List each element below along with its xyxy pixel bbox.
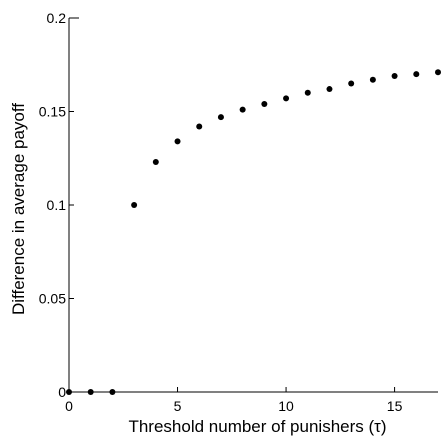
data-point	[152, 158, 159, 165]
data-point	[283, 95, 290, 102]
x-tick-label-5: 5	[174, 398, 182, 414]
x-tick-label-0: 0	[65, 398, 73, 414]
y-tick-label-0.2: 0.2	[47, 10, 67, 26]
data-points	[66, 69, 441, 395]
data-point	[413, 71, 420, 78]
x-tick-label-10: 10	[278, 398, 294, 414]
y-ticks: 0 0.05 0.1 0.15 0.2	[39, 10, 74, 400]
data-point	[109, 389, 116, 395]
x-ticks: 0 5 10 15	[65, 387, 403, 414]
y-tick-label-0.05: 0.05	[39, 291, 66, 307]
data-point	[348, 80, 355, 87]
data-point	[196, 123, 203, 130]
y-tick-label-0: 0	[58, 384, 66, 400]
data-point	[369, 76, 376, 83]
y-axis-label: Difference in average payoff	[9, 103, 28, 315]
data-point	[87, 389, 94, 395]
data-point	[304, 89, 311, 96]
data-point	[131, 202, 138, 208]
data-point	[239, 106, 246, 113]
data-point	[217, 114, 224, 121]
data-point	[66, 389, 72, 395]
y-tick-label-0.1: 0.1	[47, 197, 67, 213]
data-point	[174, 138, 181, 145]
x-axis-label: Threshold number of punishers (τ)	[128, 417, 386, 436]
data-point	[435, 69, 441, 76]
data-point	[391, 72, 398, 79]
data-point	[261, 101, 268, 108]
data-point	[326, 86, 333, 93]
axes	[68, 17, 438, 393]
x-tick-label-15: 15	[387, 398, 403, 414]
y-tick-label-0.15: 0.15	[39, 104, 66, 120]
